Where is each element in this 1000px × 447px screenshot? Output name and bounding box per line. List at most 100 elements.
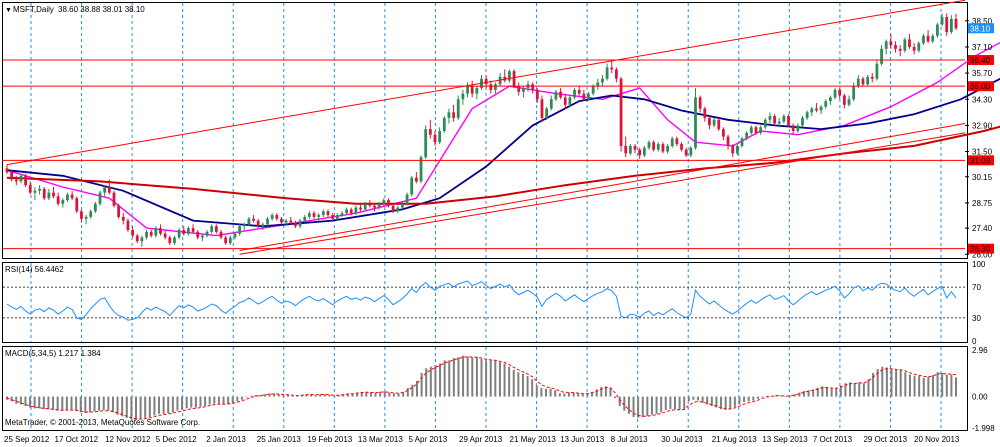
macd-histogram-bar [383, 391, 386, 397]
candle-body [196, 231, 200, 238]
macd-histogram-bar [701, 396, 704, 403]
candle-body [168, 237, 172, 244]
macd-histogram-bar [231, 396, 234, 403]
macd-histogram-bar [936, 372, 939, 397]
price-tag-label: 31.03 [970, 156, 991, 165]
candle-body [326, 211, 330, 216]
candle-body [810, 108, 814, 113]
candle-body [442, 117, 446, 131]
macd-histogram-bar [167, 396, 170, 414]
trend-and-level-lines [3, 0, 966, 255]
macd-histogram-bar [462, 355, 465, 397]
price-tag [968, 155, 994, 166]
macd-histogram-bar [471, 357, 474, 397]
x-tick-label: 21 May 2013 [510, 435, 557, 444]
macd-histogram-bar [480, 358, 483, 397]
candle-body [559, 91, 562, 98]
macd-histogram-bar [443, 360, 446, 397]
macd-histogram-bar [941, 372, 944, 397]
macd-histogram-bar [434, 365, 437, 397]
candle-body [652, 142, 656, 150]
candle-body [382, 200, 386, 204]
ma-fast-line [6, 41, 1000, 237]
candle-body [521, 88, 525, 92]
rsi-line [6, 280, 957, 321]
candle-body [303, 216, 307, 221]
macd-histogram-bar [697, 396, 700, 401]
candle-body [508, 71, 511, 81]
candle-body [670, 138, 674, 146]
macd-histogram-bar [812, 389, 815, 397]
macd-histogram-bar [397, 393, 400, 397]
candle-body [945, 17, 949, 33]
candle-body [517, 86, 521, 92]
macd-histogram-bar [416, 380, 419, 397]
macd-histogram-bar [10, 396, 13, 402]
y-tick-label: 34.30 [972, 95, 993, 104]
macd-histogram-bar [632, 396, 635, 418]
macd-histogram-bar [918, 376, 921, 397]
y-tick-label: 26.00 [972, 250, 993, 259]
candle-body [680, 144, 683, 150]
x-tick-label: 5 Dec 2012 [156, 435, 197, 444]
x-tick-label: 29 Apr 2013 [459, 435, 503, 444]
candle-body [368, 203, 372, 206]
candle-body [93, 203, 97, 212]
candle-body [582, 93, 586, 100]
macd-histogram-bar [475, 357, 478, 397]
candle-body [419, 157, 423, 182]
macd-histogram-bar [489, 360, 492, 397]
macd-histogram-bar [213, 396, 216, 404]
candle-body [10, 172, 14, 180]
candle-body [363, 203, 367, 210]
x-tick-label: 13 Mar 2013 [358, 435, 403, 444]
macd-histogram-bar [586, 393, 589, 397]
candle-body [889, 41, 893, 46]
candle-body [815, 108, 818, 111]
macd-histogram-bar [687, 396, 690, 402]
macd-histogram-bar [190, 396, 193, 408]
candle-body [475, 88, 479, 94]
macd-histogram-bar [61, 396, 64, 411]
macd-histogram-bar [904, 372, 907, 397]
dropdown-arrow-icon[interactable]: ▼ [5, 7, 12, 14]
macd-histogram-bar [720, 396, 723, 410]
macd-histogram-bar [323, 394, 326, 397]
candle-body [842, 95, 846, 105]
macd-histogram-bar [277, 394, 280, 397]
macd-histogram-bar [47, 396, 50, 410]
macd-histogram-bar [498, 361, 501, 397]
macd-histogram-bar [24, 396, 27, 407]
candle-body [935, 24, 939, 36]
candle-body [173, 237, 176, 244]
macd-histogram-bar [485, 360, 488, 397]
macd-histogram-bar [52, 396, 55, 410]
candle-body [470, 86, 474, 94]
candle-body [838, 89, 842, 96]
candle-body [754, 127, 758, 133]
macd-histogram-bar [835, 388, 838, 397]
macd-histogram-bar [448, 360, 451, 397]
macd-indicator [6, 355, 957, 421]
price-tag [968, 23, 994, 34]
candle-body [787, 116, 790, 126]
candle-body [163, 233, 167, 238]
candle-body [280, 218, 283, 223]
candle-body [154, 228, 158, 236]
candle-body [666, 145, 669, 152]
macd-histogram-bar [111, 396, 114, 413]
macd-histogram-bar [867, 379, 870, 397]
candle-body [805, 112, 809, 118]
candle-body [377, 203, 381, 208]
candle-body [531, 84, 535, 90]
candle-body [345, 209, 348, 214]
macd-histogram-bar [388, 392, 391, 397]
macd-histogram-bar [268, 393, 271, 397]
candle-body [191, 228, 195, 232]
candle-body [42, 188, 46, 199]
candle-body [615, 69, 618, 79]
macd-histogram-bar [890, 369, 893, 397]
macd-histogram-bar [756, 396, 759, 399]
rsi-pane-frame [2, 262, 968, 343]
